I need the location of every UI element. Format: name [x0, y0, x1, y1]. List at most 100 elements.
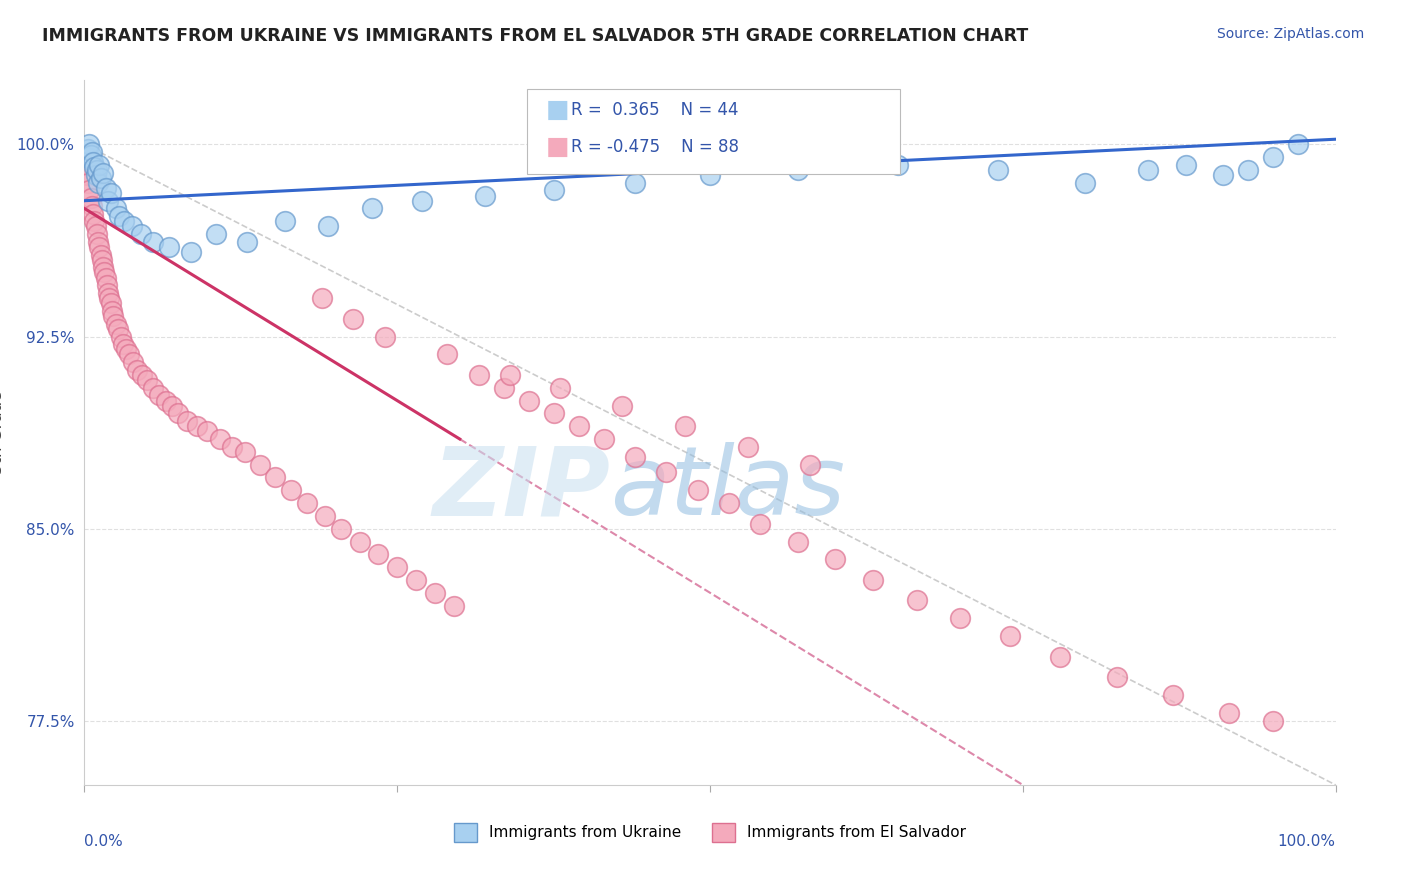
Point — [1105, 670, 1128, 684]
Point — [318, 219, 340, 234]
Point — [186, 419, 208, 434]
Point — [90, 170, 112, 185]
Point — [862, 573, 884, 587]
Point — [221, 440, 243, 454]
Point — [79, 191, 101, 205]
Point — [79, 184, 101, 198]
Point — [159, 240, 181, 254]
Point — [97, 194, 120, 208]
Point — [749, 516, 772, 531]
Point — [77, 176, 100, 190]
Point — [96, 278, 118, 293]
Point — [80, 199, 103, 213]
Point — [91, 165, 114, 179]
Point — [1263, 714, 1285, 728]
Point — [233, 445, 256, 459]
Point — [180, 244, 202, 259]
Point — [93, 265, 115, 279]
Point — [443, 599, 465, 613]
Point — [148, 388, 170, 402]
Point — [112, 337, 135, 351]
Text: ■: ■ — [546, 136, 569, 159]
Point — [1263, 150, 1285, 164]
Point — [436, 347, 458, 361]
Point — [568, 419, 591, 434]
Point — [98, 291, 121, 305]
Point — [905, 593, 928, 607]
Point — [655, 466, 678, 480]
Point — [75, 158, 97, 172]
Point — [136, 373, 159, 387]
Point — [361, 202, 384, 216]
Text: atlas: atlas — [610, 442, 845, 535]
Point — [100, 296, 122, 310]
Point — [686, 483, 709, 498]
Point — [82, 206, 104, 220]
Point — [112, 214, 135, 228]
Point — [295, 496, 318, 510]
Point — [342, 311, 364, 326]
Point — [114, 343, 136, 357]
Point — [208, 432, 231, 446]
Point — [155, 393, 177, 408]
Point — [125, 363, 148, 377]
Point — [100, 186, 122, 200]
Y-axis label: 5th Grade: 5th Grade — [0, 391, 6, 475]
Point — [887, 158, 910, 172]
Point — [104, 202, 127, 216]
Point — [987, 163, 1010, 178]
Point — [737, 440, 759, 454]
Point — [160, 399, 183, 413]
Point — [314, 508, 336, 523]
Point — [94, 181, 117, 195]
Point — [236, 235, 259, 249]
Point — [799, 458, 821, 472]
Point — [122, 355, 145, 369]
Point — [273, 214, 295, 228]
Point — [592, 432, 614, 446]
Point — [423, 586, 446, 600]
Point — [84, 219, 107, 234]
Text: R =  0.365    N = 44: R = 0.365 N = 44 — [571, 101, 738, 119]
Point — [90, 247, 112, 261]
Point — [83, 161, 105, 175]
Text: 0.0%: 0.0% — [84, 834, 124, 849]
Point — [367, 547, 389, 561]
Point — [349, 534, 371, 549]
Point — [548, 381, 571, 395]
Point — [79, 147, 101, 161]
Text: R = -0.475    N = 88: R = -0.475 N = 88 — [571, 138, 738, 156]
Point — [329, 522, 352, 536]
Point — [142, 235, 165, 249]
Point — [385, 560, 409, 574]
Point — [467, 368, 489, 382]
Point — [612, 399, 634, 413]
Point — [405, 573, 427, 587]
Point — [89, 240, 111, 254]
Point — [104, 317, 127, 331]
Legend: Immigrants from Ukraine, Immigrants from El Salvador: Immigrants from Ukraine, Immigrants from… — [449, 817, 972, 847]
Point — [107, 322, 129, 336]
Point — [94, 270, 117, 285]
Point — [91, 260, 114, 275]
Text: IMMIGRANTS FROM UKRAINE VS IMMIGRANTS FROM EL SALVADOR 5TH GRADE CORRELATION CHA: IMMIGRANTS FROM UKRAINE VS IMMIGRANTS FR… — [42, 27, 1028, 45]
Point — [673, 419, 696, 434]
Point — [280, 483, 302, 498]
Point — [108, 209, 131, 223]
Point — [786, 534, 808, 549]
Point — [1049, 649, 1071, 664]
Point — [118, 347, 141, 361]
Point — [97, 285, 120, 300]
Point — [101, 309, 124, 323]
Point — [949, 611, 972, 625]
Point — [204, 227, 226, 241]
Point — [311, 291, 333, 305]
Point — [79, 137, 101, 152]
Point — [1174, 158, 1197, 172]
Point — [142, 381, 165, 395]
Point — [1218, 706, 1240, 721]
Point — [84, 168, 107, 182]
Point — [129, 227, 152, 241]
Point — [1286, 137, 1309, 152]
Point — [101, 304, 124, 318]
